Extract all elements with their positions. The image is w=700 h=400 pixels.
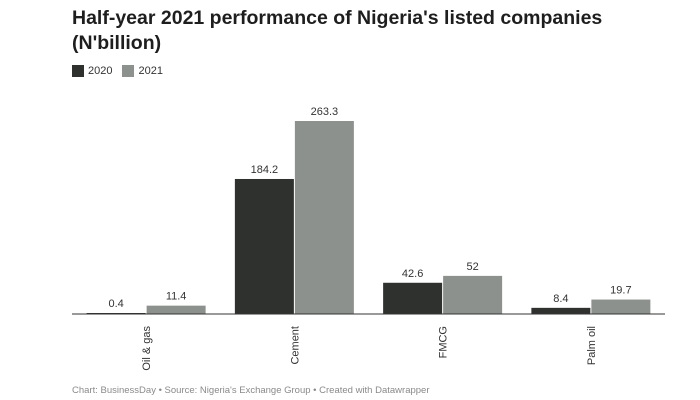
data-label-2021-2: 52 bbox=[467, 261, 479, 273]
data-label-2020-2: 42.6 bbox=[402, 268, 423, 280]
legend-item-2021: 2021 bbox=[122, 65, 163, 77]
bar-2020-2 bbox=[383, 282, 443, 314]
bar-2020-1 bbox=[234, 178, 294, 314]
x-tick-label-1: Cement bbox=[289, 326, 301, 365]
chart-title: Half-year 2021 performance of Nigeria's … bbox=[72, 7, 603, 54]
legend-label-2020: 2020 bbox=[88, 65, 113, 77]
legend-swatch-2021 bbox=[122, 65, 135, 77]
data-label-2021-3: 19.7 bbox=[610, 285, 631, 297]
bar-2021-0 bbox=[146, 305, 206, 314]
bar-2020-3 bbox=[531, 307, 591, 314]
bar-chart: 0.4 11.4 Oil & gas 184.2 263.3 Cement 42.6 52 FM… bbox=[72, 106, 665, 371]
data-label-2020-0: 0.4 bbox=[108, 298, 123, 310]
legend-item-2020: 2020 bbox=[72, 65, 112, 77]
data-label-2020-3: 8.4 bbox=[553, 293, 568, 305]
x-tick-label-2: FMCG bbox=[438, 326, 450, 358]
x-tick-label-3: Palm oil bbox=[586, 326, 598, 365]
data-label-2021-0: 11.4 bbox=[166, 291, 187, 303]
data-label-2020-1: 184.2 bbox=[251, 164, 279, 176]
bar-2021-3 bbox=[591, 299, 651, 314]
legend-swatch-2020 bbox=[72, 65, 84, 77]
bar-2021-2 bbox=[443, 275, 503, 314]
data-label-2021-1: 263.3 bbox=[311, 106, 339, 118]
legend-label-2021: 2021 bbox=[138, 65, 163, 77]
bar-2021-1 bbox=[294, 121, 354, 314]
x-tick-label-0: Oil & gas bbox=[141, 326, 153, 371]
chart-footer: Chart: BusinessDay • Source: Nigeria's E… bbox=[72, 385, 430, 396]
legend: 2020 2021 bbox=[72, 65, 173, 77]
